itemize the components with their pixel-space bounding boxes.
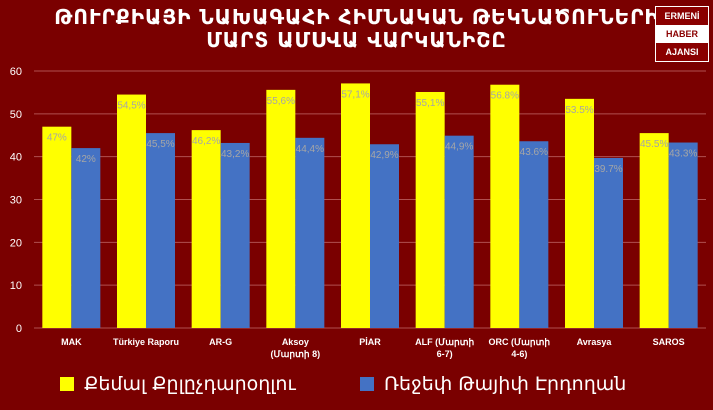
data-label: 42,9% — [370, 150, 398, 161]
bar-series2 — [146, 133, 175, 328]
data-label: 46,2% — [192, 136, 220, 147]
x-tick-label: (Մարտի 8) — [271, 349, 321, 360]
x-tick-label: 6-7) — [437, 349, 453, 359]
title-line-2: ՄԱՐՏ ԱՄՍՎԱ ՎԱՐԿԱՆԻՇԸ — [206, 28, 507, 52]
x-tick-label: SAROS — [653, 337, 685, 347]
bar-series1 — [639, 133, 669, 328]
data-label: 44,4% — [296, 144, 324, 155]
chart-legend: Քեմալ Քըլըչդարօղլու Ռեջեփ Թայիփ Էրդողան — [0, 373, 713, 401]
y-tick-label: 60 — [10, 66, 22, 78]
data-label: 53.5% — [565, 105, 593, 116]
data-label: 43.3% — [669, 149, 697, 160]
data-label: 45.5% — [640, 139, 668, 150]
logo-line-2: HABER — [656, 25, 708, 43]
title-line-1: ԹՈՒՐՔԻԱՅԻ ՆԱԽԱԳԱՀԻ ՀԻՄՆԱԿԱՆ ԹԵԿՆԱԾՈՒՆԵՐԻ — [54, 5, 659, 29]
y-tick-label: 50 — [10, 109, 22, 121]
data-label: 57,1% — [341, 89, 369, 100]
data-label: 42% — [76, 154, 96, 165]
x-tick-label: Avrasya — [577, 337, 613, 347]
x-tick-label: Aksoy — [282, 337, 309, 347]
y-tick-label: 20 — [10, 237, 22, 249]
x-tick-label: ALF (Մարտի — [415, 337, 474, 348]
legend-label-series2: Ռեջեփ Թայիփ Էրդողան — [384, 373, 627, 395]
logo-line-1: ERMENİ — [664, 11, 700, 21]
data-label: 55,1% — [416, 98, 444, 109]
ermeni-haber-logo: ERMENİ HABER AJANSI — [655, 6, 709, 62]
bar-series1 — [415, 91, 445, 328]
bar-series2 — [71, 148, 101, 328]
data-label: 56.8% — [491, 91, 519, 102]
bar-chart: 0 10 20 30 40 50 60 47% 42% MAK 54,5% 45,5% Türkiye … — [10, 66, 706, 360]
data-label: 54,5% — [117, 101, 145, 112]
x-tick-label: PİAR — [359, 337, 381, 347]
data-label: 55,6% — [267, 96, 295, 107]
chart-title: ԹՈՒՐՔԻԱՅԻ ՆԱԽԱԳԱՀԻ ՀԻՄՆԱԿԱՆ ԹԵԿՆԱԾՈՒՆԵՐԻ… — [0, 6, 713, 52]
y-tick-label: 10 — [10, 280, 22, 292]
bar-series2 — [370, 144, 399, 328]
x-tick-label: Türkiye Raporu — [113, 337, 179, 347]
legend-swatch-series2 — [360, 377, 374, 391]
bar-series2 — [444, 135, 474, 328]
logo-line-3: AJANSI — [665, 47, 699, 57]
bar-series2 — [668, 142, 698, 328]
legend-item-series2: Ռեջեփ Թայիփ Էրդողան — [360, 373, 626, 395]
data-label: 43,2% — [221, 149, 249, 160]
data-label: 44,9% — [445, 142, 473, 153]
bar-series1 — [341, 83, 370, 329]
y-tick-label: 30 — [10, 195, 22, 207]
bar-series2 — [519, 141, 549, 328]
bar-series1 — [490, 84, 520, 328]
data-label: 39.7% — [594, 164, 622, 175]
x-tick-label: AR-G — [209, 337, 232, 347]
bar-series1 — [191, 130, 221, 328]
data-label: 45,5% — [146, 139, 174, 150]
y-tick-label: 0 — [16, 323, 22, 335]
bar-series2 — [295, 137, 325, 328]
x-tick-label: MAK — [61, 337, 82, 347]
x-tick-label: ORC (Մարտի — [489, 337, 551, 348]
bar-series1 — [565, 98, 594, 328]
bar-series1 — [266, 89, 296, 328]
bar-series2 — [220, 142, 250, 328]
bar-series1 — [42, 126, 72, 328]
legend-swatch-series1 — [60, 377, 74, 391]
data-label: 47% — [47, 133, 67, 144]
legend-item-series1: Քեմալ Քըլըչդարօղլու — [60, 373, 296, 395]
y-tick-label: 40 — [10, 152, 22, 164]
legend-label-series1: Քեմալ Քըլըչդարօղլու — [84, 373, 296, 395]
bar-series2 — [594, 157, 623, 328]
data-label: 43.6% — [520, 147, 548, 158]
x-tick-label: 4-6) — [511, 349, 527, 359]
bar-series1 — [117, 94, 146, 328]
